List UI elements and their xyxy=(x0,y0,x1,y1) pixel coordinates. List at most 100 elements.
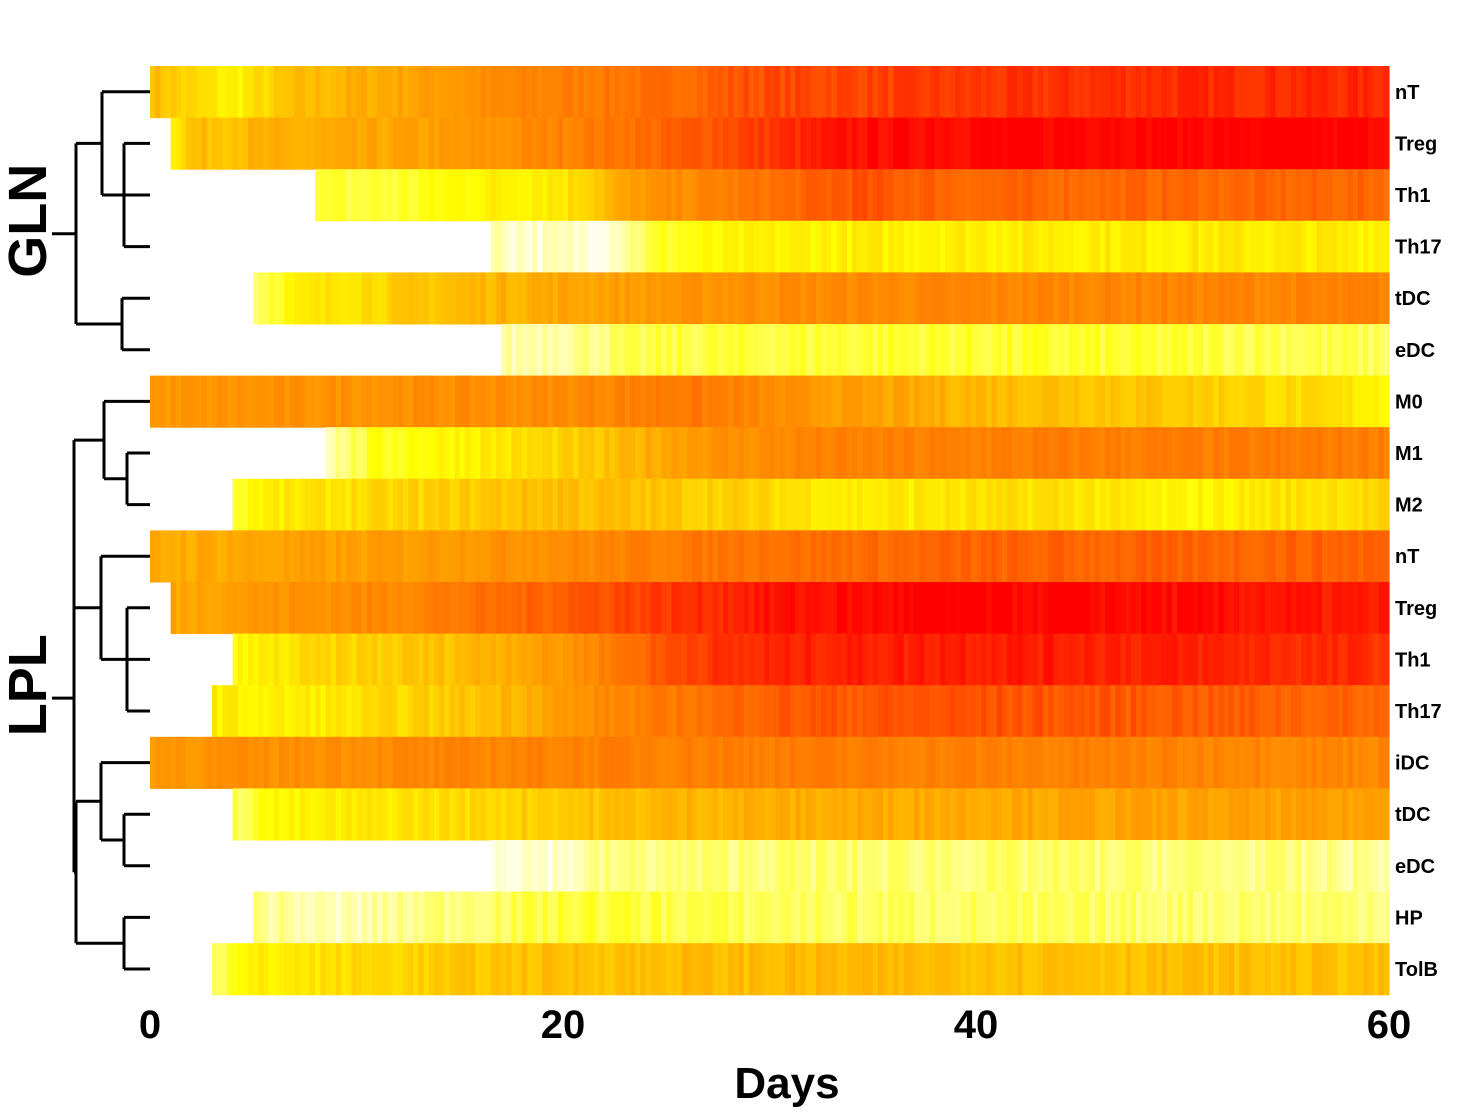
heatmap-cell xyxy=(903,840,910,893)
heatmap-cell xyxy=(1352,66,1359,119)
heatmap-cell xyxy=(862,788,869,841)
heatmap-cell xyxy=(640,324,647,377)
heatmap-cell xyxy=(1223,478,1230,531)
heatmap-cell xyxy=(764,943,771,996)
heatmap-cell xyxy=(206,582,213,635)
heatmap-cell xyxy=(377,427,383,480)
heatmap-cell xyxy=(702,272,709,325)
heatmap-cell xyxy=(557,582,564,635)
heatmap-cell xyxy=(1079,169,1086,222)
heatmap-cell xyxy=(330,427,337,480)
heatmap-cell xyxy=(1115,582,1122,635)
heatmap-cell xyxy=(1053,272,1060,325)
heatmap-cell xyxy=(1368,220,1375,273)
heatmap-cell xyxy=(583,478,590,531)
heatmap-cell xyxy=(1347,272,1354,325)
heatmap-cell xyxy=(418,66,425,119)
heatmap-cell xyxy=(1342,840,1349,893)
heatmap-cell xyxy=(242,478,249,531)
heatmap-cell xyxy=(464,272,471,325)
heatmap-cell xyxy=(1037,943,1044,996)
heatmap-cell xyxy=(1156,840,1163,893)
heatmap-cell xyxy=(501,220,507,273)
heatmap-cell xyxy=(1337,943,1344,996)
heatmap-cell xyxy=(707,891,714,944)
heatmap-cell xyxy=(743,685,750,738)
heatmap-cell xyxy=(950,685,956,738)
heatmap-cell xyxy=(444,891,451,944)
heatmap-cell xyxy=(924,530,931,583)
heatmap-cell xyxy=(707,169,714,222)
heatmap-cell xyxy=(1068,943,1075,996)
heatmap-cell xyxy=(1058,840,1065,893)
heatmap-cell xyxy=(950,891,956,944)
heatmap-cell xyxy=(1213,685,1220,738)
heatmap-cell xyxy=(186,736,192,789)
heatmap-cell xyxy=(1321,582,1328,635)
heatmap-cell xyxy=(1290,66,1297,119)
heatmap-cell xyxy=(723,788,729,841)
heatmap-cell xyxy=(1027,788,1034,841)
heatmap-cell xyxy=(769,169,776,222)
heatmap-cell xyxy=(263,788,270,841)
heatmap-cell xyxy=(867,66,874,119)
heatmap-cell xyxy=(1280,478,1287,531)
heatmap-cell xyxy=(1244,633,1251,686)
heatmap-cell xyxy=(232,582,239,635)
heatmap-cell xyxy=(986,117,993,170)
heatmap-cell xyxy=(1115,840,1122,893)
heatmap-cell xyxy=(681,633,688,686)
heatmap-cell xyxy=(542,685,549,738)
heatmap-cell xyxy=(480,788,487,841)
heatmap-cell xyxy=(852,375,858,428)
heatmap-cell xyxy=(769,117,776,170)
heatmap-cell xyxy=(542,891,549,944)
heatmap-cell xyxy=(852,943,858,996)
heatmap-cell xyxy=(1105,943,1111,996)
heatmap-cell xyxy=(211,943,218,996)
heatmap-cell xyxy=(1321,324,1328,377)
heatmap-cell xyxy=(511,66,518,119)
heatmap-cell xyxy=(645,840,652,893)
heatmap-cell xyxy=(898,324,905,377)
heatmap-cell xyxy=(1058,427,1065,480)
heatmap-cell xyxy=(475,272,481,325)
heatmap-cell xyxy=(1368,324,1375,377)
heatmap-cell xyxy=(841,324,848,377)
heatmap-cell xyxy=(614,891,621,944)
heatmap-cell xyxy=(1270,375,1277,428)
heatmap-cell xyxy=(495,788,502,841)
heatmap-cell xyxy=(743,220,750,273)
heatmap-cell xyxy=(470,582,476,635)
heatmap-cell xyxy=(408,117,414,170)
heatmap-cell xyxy=(1125,375,1132,428)
heatmap-cell xyxy=(1270,840,1277,893)
heatmap-cell xyxy=(1327,530,1333,583)
heatmap-cell xyxy=(759,427,765,480)
heatmap-cell xyxy=(939,427,946,480)
heatmap-cell xyxy=(1006,736,1013,789)
heatmap-cell xyxy=(1074,943,1080,996)
heatmap-cell xyxy=(1368,530,1375,583)
heatmap-cell xyxy=(996,943,1003,996)
heatmap-cell xyxy=(676,117,683,170)
heatmap-cell xyxy=(681,943,688,996)
heatmap-cell xyxy=(1368,633,1375,686)
heatmap-cell xyxy=(361,478,368,531)
heatmap-cell xyxy=(934,427,941,480)
heatmap-cell xyxy=(1130,633,1137,686)
heatmap-cell xyxy=(599,891,605,944)
heatmap-cell xyxy=(439,427,445,480)
heatmap-cell xyxy=(1058,685,1065,738)
heatmap-cell xyxy=(810,891,817,944)
heatmap-cell xyxy=(609,788,616,841)
heatmap-cell xyxy=(831,788,838,841)
heatmap-cell xyxy=(1037,220,1044,273)
heatmap-cell xyxy=(470,169,476,222)
heatmap-cell xyxy=(841,582,848,635)
heatmap-cell xyxy=(1017,169,1024,222)
heatmap-cell xyxy=(1037,375,1044,428)
heatmap-cell xyxy=(1352,530,1359,583)
heatmap-cell xyxy=(1006,891,1013,944)
heatmap-cell xyxy=(552,736,559,789)
